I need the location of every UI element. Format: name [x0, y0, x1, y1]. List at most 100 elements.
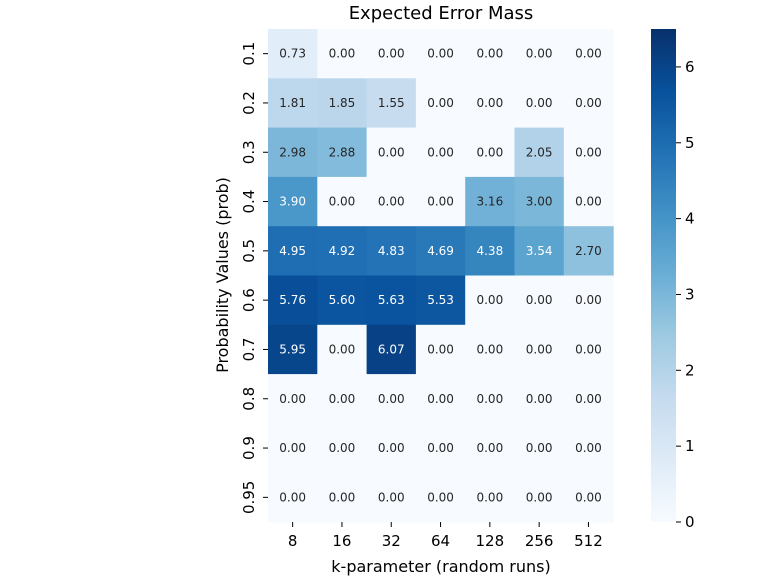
colorbar: [651, 29, 676, 522]
y-tick-label: 0.9: [240, 436, 258, 460]
colorbar-ticks: 0 1 2 3 4 5 6: [676, 58, 695, 531]
cell-value-label: 2.05: [526, 145, 553, 159]
cell-value-label: 0.00: [427, 342, 454, 356]
cell-value-label: 0.00: [526, 47, 553, 61]
heatmap-cell: [563, 374, 614, 424]
heatmap-cell: [563, 78, 614, 129]
cell-value-label: 4.83: [378, 244, 405, 258]
heatmap-cell: [317, 78, 368, 129]
cell-value-label: 0.00: [575, 96, 602, 110]
heatmap-cell: [415, 374, 466, 424]
heatmap-cell: [268, 226, 318, 277]
heatmap-cell: [268, 472, 318, 523]
heatmap-cell: [514, 78, 565, 129]
y-tick-label: 0.7: [240, 338, 258, 362]
colorbar-tick-label: 2: [685, 361, 695, 379]
heatmap-cell: [268, 78, 318, 129]
cell-value-label: 0.00: [575, 490, 602, 504]
cell-value-label: 0.00: [575, 441, 602, 455]
cell-value-label: 0.00: [575, 293, 602, 307]
heatmap-cell: [465, 423, 516, 474]
cell-value-label: 5.76: [279, 293, 306, 307]
colorbar-tick-label: 0: [685, 513, 695, 531]
cell-value-label: 0.73: [279, 47, 306, 61]
cell-value-label: 0.00: [329, 47, 356, 61]
x-tick-label: 8: [288, 532, 298, 550]
cell-value-label: 0.00: [526, 96, 553, 110]
colorbar-tick-label: 5: [685, 134, 695, 152]
cell-value-label: 0.00: [575, 342, 602, 356]
heatmap-cell: [465, 29, 516, 79]
x-tick-label: 512: [574, 532, 603, 550]
heatmap-cell: [563, 423, 614, 474]
heatmap-cell: [317, 127, 368, 178]
cell-value-label: 0.00: [526, 293, 553, 307]
heatmap-cell: [366, 78, 417, 129]
cell-value-label: 0.00: [329, 342, 356, 356]
heatmap-cell: [366, 127, 417, 178]
cell-value-label: 0.00: [427, 392, 454, 406]
heatmap-cell: [415, 127, 466, 178]
cell-value-label: 0.00: [427, 490, 454, 504]
cell-value-label: 4.38: [476, 244, 503, 258]
cell-value-label: 0.00: [427, 145, 454, 159]
heatmap-cell: [563, 127, 614, 178]
cell-value-label: 6.07: [378, 342, 405, 356]
cell-value-label: 0.00: [476, 96, 503, 110]
cell-value-label: 0.00: [575, 47, 602, 61]
cell-value-label: 5.63: [378, 293, 405, 307]
heatmap-cell: [465, 472, 516, 523]
cell-value-label: 0.00: [575, 145, 602, 159]
cell-value-label: 0.00: [575, 195, 602, 209]
heatmap-cell: [465, 226, 516, 277]
heatmap-cell: [415, 275, 466, 326]
heatmap-cell: [563, 472, 614, 523]
cell-value-label: 0.00: [526, 490, 553, 504]
heatmap-cell: [514, 127, 565, 178]
heatmap-cell: [465, 78, 516, 129]
heatmap-cell: [268, 423, 318, 474]
heatmap-cell: [268, 176, 318, 227]
heatmap-cells: [268, 29, 614, 523]
cell-value-label: 0.00: [526, 342, 553, 356]
colorbar-tick-label: 3: [685, 285, 695, 303]
cell-value-label: 0.00: [279, 392, 306, 406]
heatmap-cell: [465, 374, 516, 424]
cell-value-label: 0.00: [378, 195, 405, 209]
x-tick-label: 256: [525, 532, 554, 550]
heatmap-cell: [366, 423, 417, 474]
heatmap-cell: [317, 374, 368, 424]
heatmap-cell: [366, 472, 417, 523]
cell-value-label: 0.00: [526, 441, 553, 455]
cell-value-label: 0.00: [476, 490, 503, 504]
cell-value-label: 2.88: [329, 145, 356, 159]
cell-value-label: 0.00: [329, 195, 356, 209]
cell-value-label: 0.00: [476, 145, 503, 159]
y-axis-ticks: 0.1 0.2 0.3 0.4 0.5 0.6 0.7 0.8 0.9 0.95: [240, 42, 268, 514]
cell-value-label: 0.00: [427, 441, 454, 455]
x-tick-label: 128: [476, 532, 505, 550]
heatmap-cell: [415, 78, 466, 129]
heatmap-cell: [268, 324, 318, 375]
colorbar-tick-label: 1: [685, 437, 695, 455]
heatmap-cell: [268, 127, 318, 178]
heatmap-cell: [514, 472, 565, 523]
cell-value-label: 2.98: [279, 145, 306, 159]
heatmap-cell: [366, 176, 417, 227]
x-tick-label: 32: [382, 532, 401, 550]
heatmap-cell: [514, 29, 565, 79]
cell-value-label: 1.55: [378, 96, 405, 110]
cell-value-label: 0.00: [378, 47, 405, 61]
heatmap-cell: [465, 176, 516, 227]
x-axis-ticks: 8 16 32 64 128 256 512: [288, 522, 603, 550]
cell-value-label: 0.00: [279, 441, 306, 455]
y-tick-label: 0.6: [240, 288, 258, 312]
heatmap-cell: [317, 472, 368, 523]
heatmap-cell: [317, 176, 368, 227]
heatmap-cell: [317, 275, 368, 326]
heatmap-cell: [366, 324, 417, 375]
y-tick-label: 0.2: [240, 91, 258, 115]
heatmap-cell: [366, 29, 417, 79]
cell-value-label: 0.00: [476, 342, 503, 356]
